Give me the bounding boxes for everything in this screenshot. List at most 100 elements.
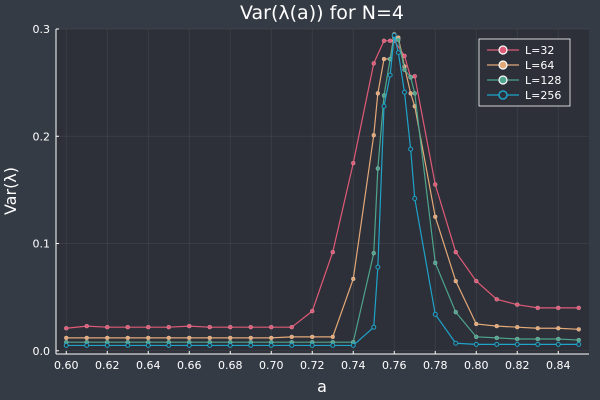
series-line (66, 40, 579, 329)
data-point (268, 342, 274, 348)
data-point (576, 305, 581, 311)
legend-label: L=128 (525, 74, 561, 87)
data-point (387, 38, 393, 44)
data-point (515, 324, 520, 330)
data-point (84, 323, 89, 329)
data-point (395, 50, 401, 56)
x-tick-label: 0.68 (218, 359, 243, 372)
data-point (187, 323, 192, 329)
data-point (474, 321, 479, 327)
data-point (515, 302, 520, 307)
y-tick-label: 0.1 (33, 238, 51, 251)
data-point (556, 336, 561, 342)
data-point (371, 324, 377, 330)
data-point (371, 61, 376, 66)
series-layer (63, 32, 582, 348)
x-tick-label: 0.64 (136, 359, 161, 372)
x-tick-label: 0.74 (341, 359, 366, 372)
axes: 0.60 0.62 0.64 0.66 0.68 0.70 0.72 0.74 0.76 0.78… (33, 23, 589, 372)
data-point (64, 335, 69, 341)
data-point (248, 324, 253, 330)
data-point (433, 260, 438, 266)
data-point (228, 324, 233, 330)
data-point (289, 342, 295, 348)
data-point (453, 249, 458, 255)
y-tick-label: 0.0 (33, 345, 51, 358)
data-point (453, 340, 459, 346)
data-point (556, 326, 561, 331)
data-point (387, 72, 393, 78)
data-point (396, 37, 401, 42)
data-point (145, 342, 151, 348)
data-point (494, 297, 499, 302)
chart-title: Var(λ(a)) for N=4 (240, 2, 404, 24)
data-point (371, 250, 376, 256)
data-point (248, 335, 253, 341)
x-tick-label: 0.66 (177, 359, 202, 372)
data-point (289, 324, 294, 330)
legend-label: L=256 (525, 89, 561, 102)
data-point (474, 278, 479, 284)
data-point (248, 342, 254, 348)
legend: L=32 L=64 L=128 L=256 (478, 38, 571, 107)
data-point (408, 75, 413, 80)
data-point (351, 160, 356, 166)
data-point (105, 324, 110, 330)
data-point (330, 334, 335, 340)
legend-swatch-marker (498, 60, 508, 70)
data-point (473, 341, 479, 347)
data-point (228, 335, 233, 341)
data-point (433, 182, 438, 187)
data-point (269, 335, 274, 341)
series-line (66, 33, 579, 339)
x-tick-label: 0.84 (546, 359, 571, 372)
data-point (494, 335, 499, 341)
data-point (146, 335, 151, 341)
series-line (66, 36, 579, 343)
data-point (381, 56, 387, 62)
data-point (412, 73, 417, 79)
data-point (309, 342, 315, 348)
legend-label: L=64 (525, 59, 554, 72)
data-point (84, 342, 90, 348)
data-point (408, 91, 413, 96)
data-point (391, 32, 397, 38)
data-point (375, 166, 381, 171)
data-point (186, 342, 192, 348)
data-point (535, 336, 540, 342)
data-point (556, 305, 561, 311)
x-tick-label: 0.72 (300, 359, 325, 372)
data-point (381, 38, 387, 44)
x-tick-label: 0.60 (54, 359, 79, 372)
x-tick-label: 0.78 (423, 359, 448, 372)
data-point (514, 341, 520, 347)
x-tick-label: 0.70 (259, 359, 284, 372)
series-L=32 (64, 38, 581, 331)
data-point (350, 342, 356, 348)
x-axis-label: a (317, 377, 327, 396)
data-point (453, 278, 458, 284)
data-point (515, 336, 520, 342)
x-tick-label: 0.82 (505, 359, 530, 372)
data-point (227, 342, 233, 348)
data-point (125, 324, 130, 330)
data-point (375, 264, 381, 270)
data-point (330, 342, 336, 348)
data-point (494, 341, 500, 347)
data-point (555, 341, 561, 347)
series-L=256 (63, 32, 582, 348)
x-tick-label: 0.62 (95, 359, 120, 372)
data-point (576, 327, 581, 332)
data-point (64, 326, 69, 331)
data-point (207, 335, 212, 341)
data-point (412, 195, 418, 201)
data-point (310, 334, 315, 340)
data-point (375, 91, 381, 96)
legend-label: L=32 (525, 44, 554, 57)
data-point (576, 337, 581, 343)
data-point (535, 305, 540, 311)
data-point (104, 342, 110, 348)
data-point (408, 146, 414, 152)
data-point (371, 132, 376, 138)
data-point (412, 91, 417, 96)
